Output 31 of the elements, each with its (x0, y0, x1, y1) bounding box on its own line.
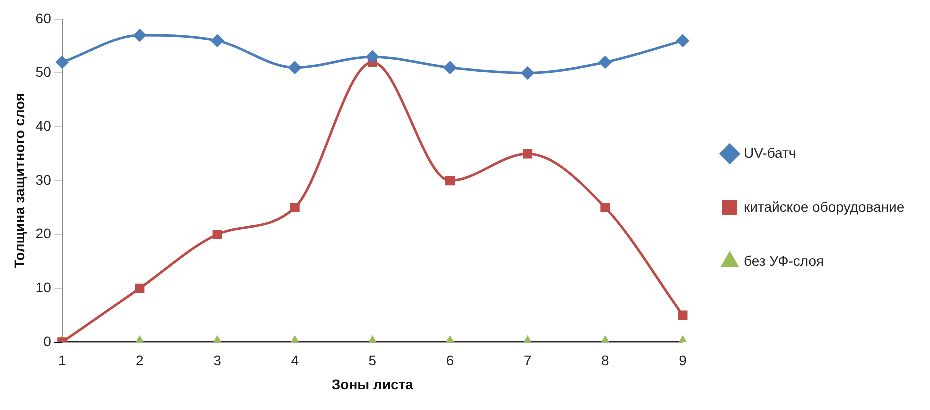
x-tick-label: 3 (214, 352, 222, 369)
point (676, 34, 690, 48)
x-tick-label: 9 (679, 352, 688, 369)
x-tick-label: 1 (58, 352, 66, 369)
point (521, 66, 534, 80)
point (523, 149, 533, 159)
x-tick-label: 8 (602, 352, 610, 369)
y-tick-label: 30 (36, 172, 52, 188)
x-tick-label: 6 (446, 352, 454, 369)
y-axis-title: Толщина защитного слоя (11, 93, 28, 269)
y-tick-label: 60 (36, 10, 52, 26)
legend-label: китайское оборудование (744, 198, 905, 215)
legend-label: без УФ-слоя (744, 252, 824, 269)
point (366, 50, 380, 64)
point (288, 61, 302, 74)
point (444, 61, 457, 74)
x-tick-label: 7 (524, 352, 532, 369)
y-tick-label: 0 (44, 333, 52, 350)
y-tick-label: 50 (36, 64, 52, 80)
y-tick-label: 10 (36, 279, 52, 296)
y-tick-label: 20 (36, 226, 52, 242)
point (56, 56, 69, 69)
x-tick-label: 5 (368, 352, 377, 369)
point (598, 56, 612, 69)
y-tick-label: 40 (36, 118, 52, 134)
x-tick-label: 2 (136, 352, 144, 369)
point (211, 34, 224, 48)
legend-label: UV-батч (744, 144, 796, 161)
point (133, 29, 146, 42)
x-axis-title: Зоны листа (332, 376, 414, 392)
x-tick-label: 4 (291, 352, 300, 369)
